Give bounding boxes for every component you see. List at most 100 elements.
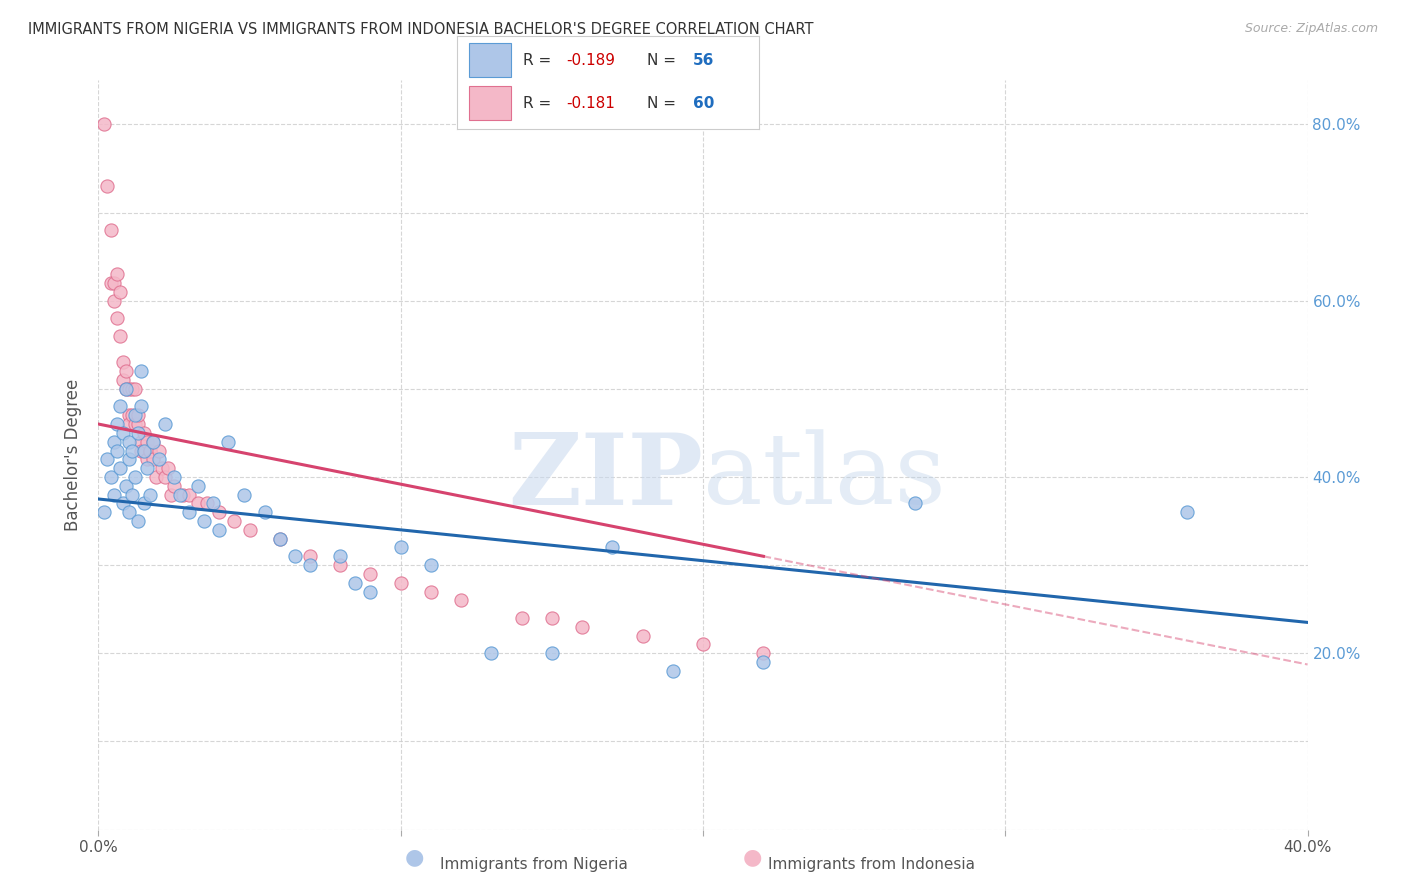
FancyBboxPatch shape [470,43,512,77]
Point [129,400,152,414]
Point [160,487,183,501]
Text: atlas: atlas [703,430,946,525]
Point [105,417,128,431]
Text: Source: ZipAtlas.com: Source: ZipAtlas.com [1244,22,1378,36]
Point [118,505,141,519]
Point [93,117,115,131]
Point [187,496,209,510]
Point [114,382,136,396]
Point [360,566,382,581]
Point [540,611,562,625]
Point [132,425,155,440]
Point [329,549,352,564]
Point [142,434,165,449]
Point [118,382,141,396]
Point [121,487,143,501]
Point [602,541,624,555]
Point [187,479,209,493]
Point [631,629,654,643]
Point [118,452,141,467]
Point [114,382,136,396]
Point [360,584,382,599]
Point [118,409,141,423]
Point [111,373,134,387]
Point [108,329,131,343]
Point [752,646,775,660]
Point [100,223,122,237]
Point [420,584,443,599]
Point [269,532,291,546]
Point [135,452,157,467]
Point [224,514,246,528]
Point [111,496,134,510]
Point [193,514,215,528]
Point [253,505,276,519]
Point [118,434,141,449]
Point [142,452,165,467]
Point [232,487,254,501]
Point [103,293,125,308]
Point [124,409,146,423]
Point [150,461,173,475]
Point [389,541,412,555]
Point [114,479,136,493]
Text: ZIP: ZIP [508,429,703,526]
Point [344,575,367,590]
Point [139,443,162,458]
Point [153,470,176,484]
Point [389,575,412,590]
Point [127,417,149,431]
Point [127,409,149,423]
Point [124,382,146,396]
Point [108,461,131,475]
Text: 56: 56 [693,53,714,68]
Point [105,267,128,281]
Point [904,496,927,510]
Point [132,443,155,458]
Point [139,487,162,501]
Point [121,382,143,396]
Text: 60: 60 [693,95,714,111]
Point [129,364,152,378]
Text: IMMIGRANTS FROM NIGERIA VS IMMIGRANTS FROM INDONESIA BACHELOR'S DEGREE CORRELATI: IMMIGRANTS FROM NIGERIA VS IMMIGRANTS FR… [28,22,814,37]
Text: ●: ● [405,847,425,867]
Point [481,646,503,660]
Point [156,461,179,475]
Point [179,487,201,501]
FancyBboxPatch shape [470,87,512,120]
Point [108,285,131,299]
Text: N =: N = [647,95,682,111]
Point [208,523,231,537]
Point [153,417,176,431]
Point [132,443,155,458]
Point [420,558,443,573]
Point [127,425,149,440]
Point [450,593,472,607]
Point [121,443,143,458]
Point [179,505,201,519]
Point [148,452,170,467]
Point [239,523,262,537]
Point [124,470,146,484]
Text: Immigrants from Nigeria: Immigrants from Nigeria [440,857,628,872]
Point [329,558,352,573]
Point [752,655,775,669]
Point [111,355,134,369]
Text: R =: R = [523,53,557,68]
Point [1175,505,1198,519]
Point [299,549,322,564]
Point [129,443,152,458]
Point [284,549,307,564]
Point [127,514,149,528]
Point [105,311,128,326]
Point [139,443,162,458]
Point [121,409,143,423]
Point [96,452,118,467]
Point [217,434,239,449]
Text: -0.189: -0.189 [565,53,614,68]
Point [129,434,152,449]
Point [103,434,125,449]
Point [208,505,231,519]
Point [692,637,714,651]
Point [269,532,291,546]
